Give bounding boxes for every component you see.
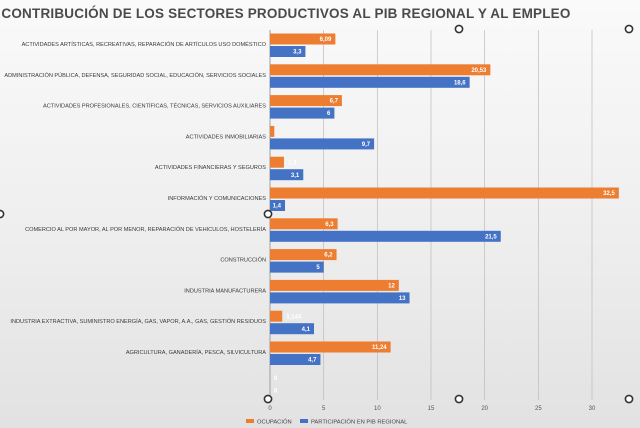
bar-ocupacion — [270, 187, 619, 199]
data-label: 5 — [316, 265, 320, 271]
category-label: ACTIVIDADES PROFESIONALES, CIENTÍFICAS, … — [43, 103, 266, 110]
bar-ocupacion — [270, 33, 336, 45]
gridlines — [269, 30, 593, 400]
data-label: 6,7 — [330, 99, 339, 105]
resize-handle-top[interactable] — [454, 24, 464, 34]
data-label: 11,24 — [372, 345, 387, 351]
x-tick-label: 0 — [268, 406, 272, 412]
data-label: 32,5 — [603, 191, 615, 197]
x-tick-label: 15 — [428, 406, 435, 412]
data-label: 9,7 — [362, 142, 371, 148]
category-label: INFORMACIÓN Y COMUNICACIONES — [168, 195, 267, 202]
bar-ocupacion — [270, 156, 284, 168]
data-label: 18,6 — [454, 80, 466, 86]
legend-swatch-ocupacion — [246, 419, 254, 423]
data-label: 0 — [274, 376, 278, 382]
bar-ocupacion — [270, 341, 391, 353]
chart-title: CONTRIBUCIÓN DE LOS SECTORES PRODUCTIVOS… — [1, 6, 570, 21]
bar-pib — [270, 107, 335, 119]
bar-ocupacion — [270, 95, 342, 107]
bar-ocupacion — [270, 249, 337, 261]
category-label: ACTIVIDADES FINANCIERAS Y SEGUROS — [155, 165, 266, 171]
data-label: 1,4 — [273, 204, 282, 210]
category-label: CONSTRUCCIÓN — [220, 257, 266, 264]
selection-handles[interactable] — [0, 24, 634, 404]
bar-pib — [270, 230, 501, 242]
data-label: 4,7 — [308, 358, 317, 364]
bar-pib — [270, 292, 410, 304]
category-labels: ACTIVIDADES ARTÍSTICAS, RECREATIVAS, REP… — [4, 41, 266, 356]
bar-pib — [270, 76, 470, 88]
bar-ocupacion — [270, 125, 275, 137]
bar-pib — [270, 46, 306, 57]
resize-handle-left[interactable] — [0, 209, 5, 219]
data-label: 20,53 — [471, 68, 487, 74]
legend-swatch-pib — [300, 419, 308, 423]
data-label: 3,3 — [293, 50, 302, 56]
bar-pib — [270, 261, 324, 273]
resize-handle-bottom-right[interactable] — [624, 394, 634, 404]
data-label: 3,1 — [291, 173, 300, 179]
data-label: 1,144 — [286, 314, 302, 320]
data-label: 12 — [388, 284, 395, 290]
x-tick-label: 20 — [481, 406, 488, 412]
bar-pib — [270, 323, 315, 335]
x-tick-label: 5 — [322, 406, 326, 412]
data-label: 6,09 — [320, 37, 332, 43]
bar-ocupacion — [270, 64, 491, 76]
resize-handle-bottom[interactable] — [454, 394, 464, 404]
data-label: 6,2 — [324, 253, 333, 259]
data-label: 13 — [399, 296, 406, 302]
category-label: INDUSTRIA EXTRACTIVA, SUMINISTRO ENERGÍA… — [10, 318, 266, 325]
data-label: 1,3 — [288, 160, 297, 166]
category-label: ADMINISTRACIÓN PÚBLICA, DEFENSA, SEGURID… — [4, 72, 266, 79]
bars: 6,09 3,3 20,53 18,6 6,7 6 9,7 1,3 3,1 32,5 1,4 6,3 2… — [270, 33, 619, 394]
category-label: AGRICULTURA, GANADERÍA, PESCA, SILVICULT… — [126, 349, 266, 356]
bar-ocupacion — [270, 279, 399, 291]
x-tick-label: 30 — [589, 406, 596, 412]
bar-pib — [270, 138, 375, 150]
category-label: ACTIVIDADES ARTÍSTICAS, RECREATIVAS, REP… — [22, 41, 267, 48]
data-label: 6,3 — [325, 222, 334, 228]
x-axis-ticks: 0 5 10 15 20 25 30 — [268, 406, 596, 412]
legend-label-ocupacion: OCUPACIÓN — [257, 419, 292, 426]
resize-handle-top-right[interactable] — [624, 24, 634, 34]
x-tick-label: 25 — [535, 406, 542, 412]
data-label: 4,1 — [302, 327, 311, 333]
data-label: 21,5 — [485, 234, 497, 240]
legend-label-pib: PARTICIPACIÓN EN PIB REGIONAL — [311, 419, 408, 426]
category-label: INDUSTRIA MANUFACTURERA — [184, 288, 266, 294]
bar-ocupacion — [270, 218, 338, 230]
resize-handle-bottom-left[interactable] — [263, 394, 273, 404]
bar-ocupacion — [270, 310, 283, 322]
x-tick-label: 10 — [374, 406, 381, 412]
data-label: 6 — [327, 111, 331, 117]
legend: OCUPACIÓN PARTICIPACIÓN EN PIB REGIONAL — [246, 419, 408, 426]
resize-handle-middle[interactable] — [263, 209, 273, 219]
data-label: 0 — [274, 388, 278, 394]
bar-pib — [270, 354, 321, 365]
category-label: ACTIVIDADES INMOBILIARIAS — [186, 134, 266, 140]
bar-pib — [270, 200, 286, 211]
bar-pib — [270, 169, 304, 181]
category-label: COMERCIO AL POR MAYOR, AL POR MENOR, REP… — [25, 226, 266, 233]
